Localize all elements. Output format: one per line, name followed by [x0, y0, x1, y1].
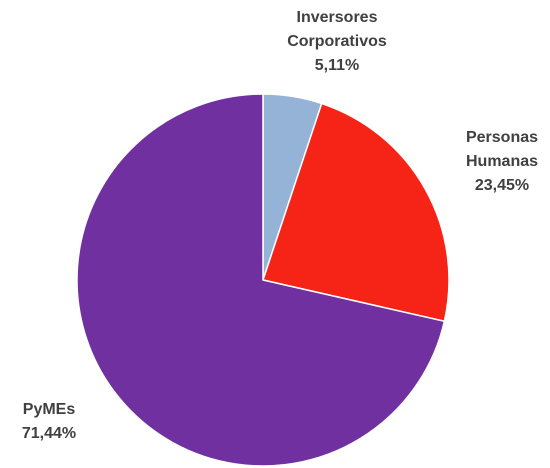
slice-label-inversores-corporativos: Inversores Corporativos 5,11%	[262, 6, 412, 78]
slice-label-pymes: PyMEs 71,44%	[0, 398, 98, 446]
slice-name-line: Corporativos	[287, 33, 387, 50]
slice-name-line: Personas	[465, 129, 539, 146]
slice-value-label: 5,11%	[314, 57, 360, 74]
slice-value-label: 23,45%	[474, 177, 530, 194]
pie-slice-personas-humanas	[262, 102, 450, 323]
slice-name-line: Inversores	[296, 9, 378, 26]
slice-name-line: Humanas	[465, 153, 539, 170]
slice-value-label: 71,44%	[21, 425, 77, 442]
slice-label-personas-humanas: Personas Humanas 23,45%	[446, 126, 550, 198]
slice-name-line: PyMEs	[22, 401, 76, 418]
pie-slice-pymes	[76, 93, 446, 467]
